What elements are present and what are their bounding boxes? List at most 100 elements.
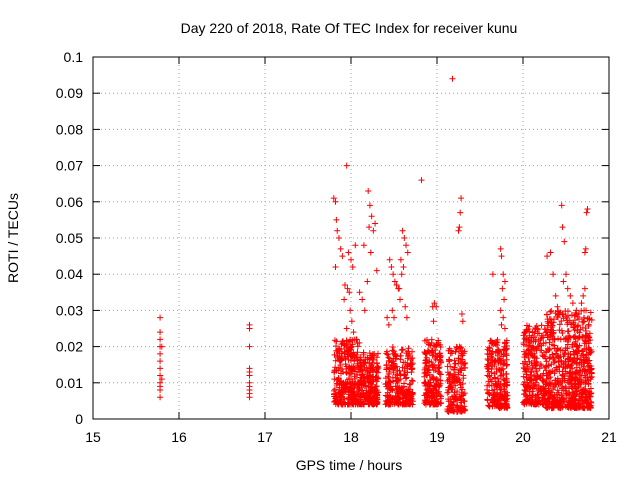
data-point [545,387,552,394]
data-point [404,361,411,368]
data-point [347,357,354,364]
data-point [157,314,164,321]
data-point [551,394,558,401]
y-tick-label: 0.07 [56,158,83,174]
data-point [569,389,576,396]
data-point [458,311,465,318]
data-point [503,403,510,410]
data-point [585,377,592,384]
data-point [582,325,589,332]
data-point [558,202,565,209]
data-point [394,389,401,396]
data-point [535,342,542,349]
x-tick-label: 20 [515,429,531,445]
data-point [541,364,548,371]
data-point [534,326,541,333]
data-point [431,397,438,404]
data-point [529,343,536,350]
data-point [450,372,457,379]
data-point [405,345,412,352]
data-point [500,351,507,358]
data-point [456,224,463,231]
data-point [576,367,583,374]
data-point [370,227,377,234]
data-point [460,397,467,404]
data-point [533,322,540,329]
data-point [556,368,563,375]
data-point [459,318,466,325]
data-point [538,387,545,394]
data-point [568,361,575,368]
data-point [338,346,345,353]
data-point [457,395,464,402]
data-point [408,366,415,373]
data-point [391,351,398,358]
data-point [436,364,443,371]
data-point [407,380,414,387]
data-point [455,405,462,412]
data-point [588,373,595,380]
data-point [347,370,354,377]
data-point [391,395,398,402]
data-point [373,360,380,367]
data-point [341,348,348,355]
data-point [341,282,348,289]
data-point [545,375,552,382]
data-point [389,307,396,314]
data-point [547,329,554,336]
data-point [488,359,495,366]
data-point [451,396,458,403]
data-point [576,376,583,383]
grid-lines [93,57,609,419]
data-point [346,289,353,296]
data-point [458,195,465,202]
data-point [405,352,412,359]
data-point [559,224,566,231]
data-point [370,352,377,359]
data-point [586,388,593,395]
data-point [402,303,409,310]
data-point [576,400,583,407]
data-point [543,381,550,388]
data-point [428,336,435,343]
data-point [357,374,364,381]
data-point [569,341,576,348]
data-point [386,370,393,377]
data-point [485,402,492,409]
data-point [534,392,541,399]
data-point [452,360,459,367]
data-point [357,359,364,366]
data-point [489,271,496,278]
data-point [334,354,341,361]
data-point [458,367,465,374]
data-point [556,321,563,328]
data-point [583,346,590,353]
data-point [423,381,430,388]
data-point [431,300,438,307]
data-point [561,351,568,358]
chart-title: Day 220 of 2018, Rate Of TEC Index for r… [181,20,518,36]
data-point [573,343,580,350]
data-point [436,350,443,357]
data-point [572,333,579,340]
data-point [581,249,588,256]
data-point [557,357,564,364]
y-tick-label: 0.01 [56,375,83,391]
data-point [542,355,549,362]
data-point [522,391,529,398]
data-point [356,289,363,296]
y-tick-label: 0.04 [56,266,83,282]
data-point [533,375,540,382]
data-point [406,389,413,396]
data-point [369,395,376,402]
data-point [373,378,380,385]
data-point [493,365,500,372]
data-point [575,322,582,329]
data-point [544,253,551,260]
data-point [395,377,402,384]
data-point [401,368,408,375]
data-point [565,336,572,343]
data-point [497,391,504,398]
data-point [575,383,582,390]
data-point [585,358,592,365]
